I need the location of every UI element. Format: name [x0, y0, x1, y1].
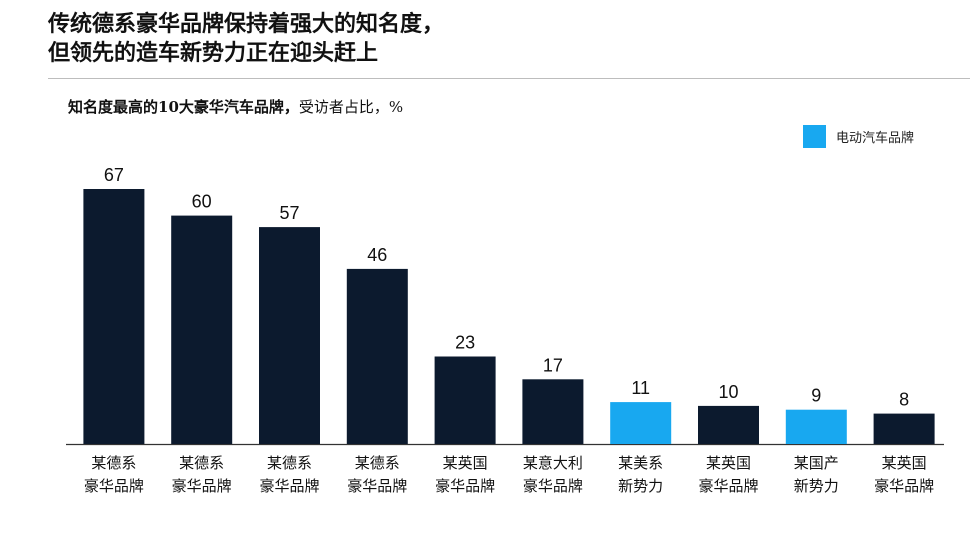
bar-3	[259, 227, 320, 444]
category-label-8: 某英国 豪华品牌	[684, 452, 774, 498]
bar-value-label-7: 11	[631, 378, 650, 398]
headline-line-2: 但领先的造车新势力正在迎头赶上	[48, 40, 379, 66]
bar-1	[83, 189, 145, 444]
category-label-7-line-1: 某美系	[618, 454, 664, 472]
legend-swatch-ev	[803, 125, 826, 148]
category-label-9-line-2: 新势力	[793, 477, 839, 495]
category-label-6-line-1: 某意大利	[522, 454, 583, 472]
category-label-4: 某德系 豪华品牌	[332, 452, 422, 498]
bar-5	[434, 356, 496, 444]
chart-subtitle: 知名度最高的10大豪华汽车品牌，受访者占比，%	[68, 96, 403, 117]
category-label-2-line-1: 某德系	[179, 454, 225, 472]
category-label-7-line-2: 新势力	[618, 477, 664, 495]
category-label-8-line-1: 某英国	[705, 454, 751, 472]
category-label-3: 某德系 豪华品牌	[245, 452, 335, 498]
category-label-1: 某德系 豪华品牌	[69, 452, 159, 498]
category-label-8-line-2: 豪华品牌	[698, 477, 759, 495]
category-label-10-line-1: 某英国	[881, 454, 927, 472]
bar-value-label-9: 9	[811, 386, 821, 406]
category-label-5-line-1: 某英国	[442, 454, 488, 472]
category-label-9: 某国产 新势力	[771, 452, 861, 498]
bar-9	[785, 409, 847, 444]
category-label-6: 某意大利 豪华品牌	[508, 452, 598, 498]
bar-10	[873, 413, 935, 444]
chart-subtitle-unit: 受访者占比，%	[298, 98, 404, 116]
bar-value-label-3: 57	[279, 203, 299, 223]
bar-value-label-2: 60	[192, 192, 212, 212]
legend-label-ev: 电动汽车品牌	[836, 131, 915, 146]
divider	[48, 78, 970, 79]
bar-value-label-1: 67	[104, 165, 124, 185]
category-label-7: 某美系 新势力	[596, 452, 686, 498]
legend: 电动汽车品牌	[803, 125, 914, 148]
bar-value-label-10: 8	[899, 390, 909, 410]
category-label-9-line-1: 某国产	[793, 454, 839, 472]
bar-value-label-5: 23	[455, 333, 475, 353]
bar-value-label-4: 46	[367, 245, 387, 265]
bar-7	[610, 402, 672, 444]
category-label-2-line-2: 豪华品牌	[171, 477, 232, 495]
category-label-10: 某英国 豪华品牌	[859, 452, 949, 498]
category-label-4-line-1: 某德系	[354, 454, 400, 472]
category-label-6-line-2: 豪华品牌	[522, 477, 583, 495]
category-label-4-line-2: 豪华品牌	[347, 477, 408, 495]
category-label-10-line-2: 豪华品牌	[874, 477, 935, 495]
category-label-5-line-2: 豪华品牌	[435, 477, 496, 495]
bar-8	[698, 405, 759, 444]
bar-2	[171, 215, 233, 444]
headline-line-1: 传统德系豪华品牌保持着强大的知名度，	[48, 11, 445, 37]
category-label-5: 某英国 豪华品牌	[420, 452, 510, 498]
bar-value-label-6: 17	[543, 355, 563, 375]
bar-6	[522, 379, 584, 444]
headline: 传统德系豪华品牌保持着强大的知名度， 但领先的造车新势力正在迎头赶上	[48, 10, 928, 68]
bar-value-label-8: 10	[718, 382, 738, 402]
category-label-1-line-1: 某德系	[91, 454, 137, 472]
chart-subtitle-main: 知名度最高的10大豪华汽车品牌，	[68, 98, 299, 116]
bar-4	[346, 268, 408, 444]
category-label-1-line-2: 豪华品牌	[83, 477, 144, 495]
category-label-3-line-2: 豪华品牌	[259, 477, 320, 495]
category-label-2: 某德系 豪华品牌	[157, 452, 247, 498]
category-label-3-line-1: 某德系	[266, 454, 312, 472]
